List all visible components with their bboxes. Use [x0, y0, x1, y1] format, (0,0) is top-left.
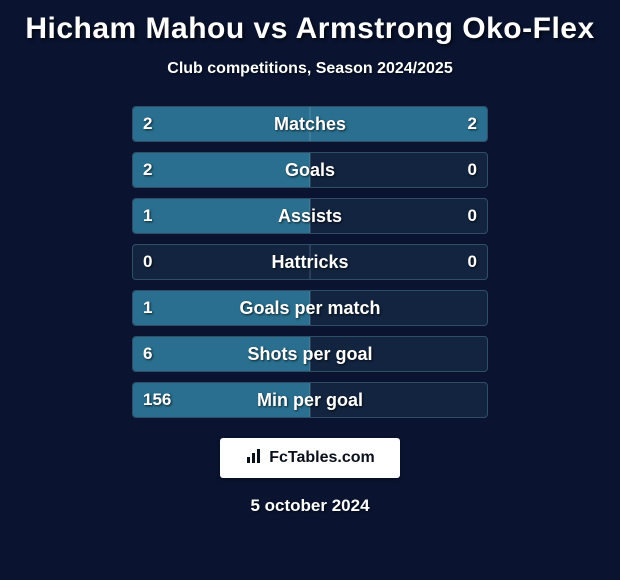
stat-fill-left [133, 383, 310, 417]
stat-value-right: 0 [468, 245, 477, 279]
brand-icon [245, 447, 263, 470]
stat-row: 1Goals per match [132, 290, 488, 326]
stat-divider [310, 291, 311, 325]
stat-divider [310, 153, 311, 187]
stat-fill-left [133, 107, 310, 141]
stat-row: 156Min per goal [132, 382, 488, 418]
stat-row: 10Assists [132, 198, 488, 234]
comparison-card: Hicham Mahou vs Armstrong Oko-Flex Club … [0, 0, 620, 580]
stat-divider [310, 245, 311, 279]
stat-divider [310, 107, 311, 141]
stat-fill-left [133, 337, 310, 371]
stat-divider [310, 337, 311, 371]
page-title: Hicham Mahou vs Armstrong Oko-Flex [0, 12, 620, 46]
stat-bars: 22Matches20Goals10Assists00Hattricks1Goa… [132, 106, 488, 428]
stat-row: 20Goals [132, 152, 488, 188]
main-area: LCF 22Matches20Goals10Assists00Hattricks… [0, 106, 620, 428]
stat-value-right: 0 [468, 199, 477, 233]
snapshot-date: 5 october 2024 [0, 496, 620, 516]
brand-text: FcTables.com [269, 449, 375, 467]
stat-value-right: 0 [468, 153, 477, 187]
stat-fill-left [133, 291, 310, 325]
stat-fill-left [133, 199, 310, 233]
stat-row: 00Hattricks [132, 244, 488, 280]
subtitle: Club competitions, Season 2024/2025 [0, 60, 620, 78]
stat-divider [310, 383, 311, 417]
stat-row: 22Matches [132, 106, 488, 142]
stat-fill-left [133, 153, 310, 187]
brand-badge: FcTables.com [220, 438, 400, 478]
stat-row: 6Shots per goal [132, 336, 488, 372]
stat-fill-right [310, 107, 487, 141]
stat-value-left: 0 [143, 245, 152, 279]
stat-divider [310, 199, 311, 233]
